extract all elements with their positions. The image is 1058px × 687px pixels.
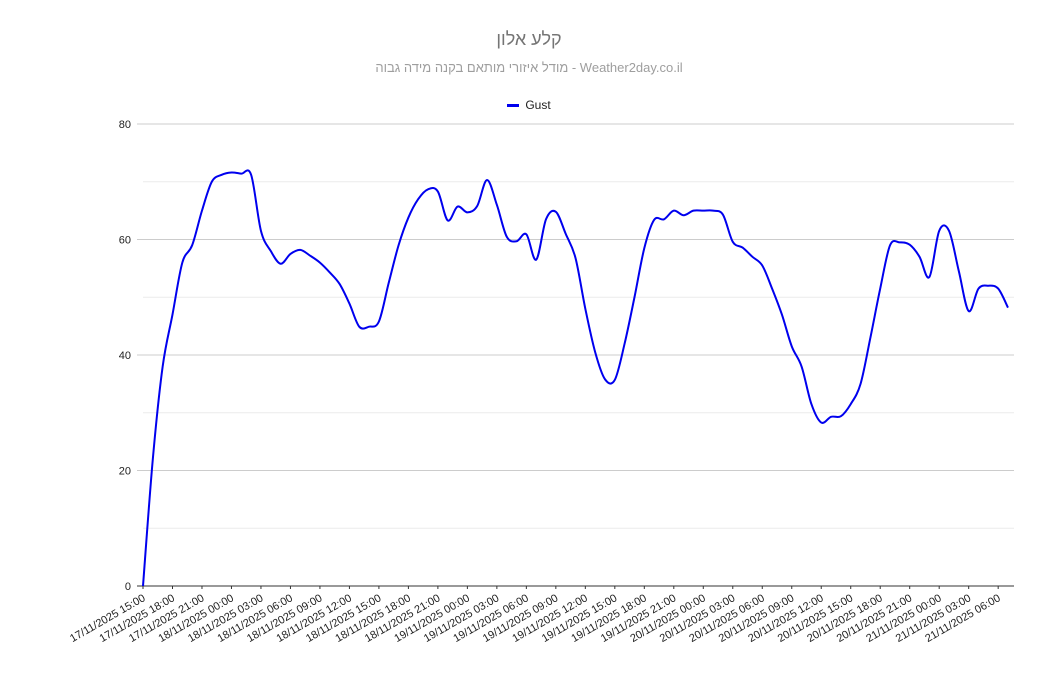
- y-tick-label: 0: [125, 581, 131, 593]
- legend-label-gust: Gust: [525, 98, 551, 112]
- series-layer: [142, 169, 1009, 587]
- y-axis-ticks: 0 20 40 60 80: [119, 119, 131, 593]
- y-tick-label: 60: [119, 235, 131, 247]
- gridlines: [137, 123, 1014, 529]
- y-tick-label: 80: [119, 119, 131, 131]
- chart-subtitle: מודל איזורי מותאם בקנה מידה גבוה - Weath…: [375, 60, 683, 75]
- series-line-gust: [142, 169, 1009, 587]
- legend-swatch-gust: [507, 103, 520, 107]
- legend: Gust: [0, 98, 1058, 112]
- chart-title: קלע אלון: [496, 29, 562, 49]
- y-tick-label: 20: [119, 466, 131, 478]
- y-tick-label: 40: [119, 350, 131, 362]
